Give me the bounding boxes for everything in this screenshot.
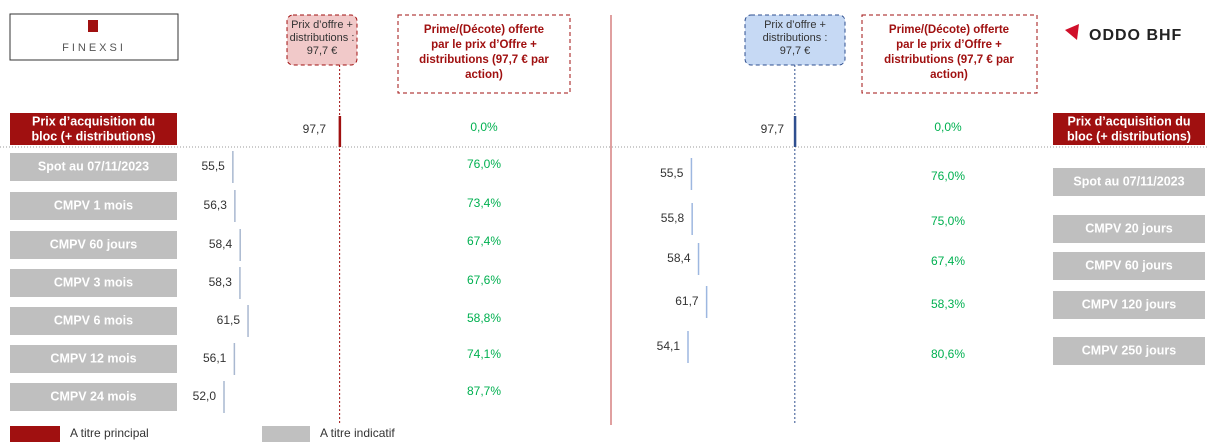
reference-label: bloc (+ distributions): [32, 129, 156, 143]
row-label-box: [10, 345, 177, 373]
row-value: 55,5: [201, 159, 225, 173]
row-label: CMPV 60 jours: [50, 237, 138, 251]
offer-box-text: distributions :: [290, 32, 355, 44]
row-label: CMPV 24 mois: [50, 389, 136, 403]
reference-label: bloc (+ distributions): [1067, 129, 1191, 143]
row-label-box: [1053, 291, 1205, 319]
offer-box-text: 97,7 €: [780, 45, 811, 57]
logo-icon-left: [88, 20, 98, 32]
reference-label: Prix d’acquisition du: [1068, 114, 1191, 128]
legend-swatch-principal: [10, 426, 60, 442]
premium-box-right: [861, 14, 1038, 94]
row-premium: 58,3%: [931, 297, 965, 311]
row-label: CMPV 6 mois: [54, 313, 133, 327]
row-value: 55,5: [660, 166, 684, 180]
row-label: CMPV 12 mois: [50, 351, 136, 365]
row-premium: 87,7%: [467, 384, 501, 398]
row-label-box: [10, 153, 177, 181]
reference-bar: [793, 116, 797, 147]
row-premium: 80,6%: [931, 347, 965, 361]
offer-box-text: Prix d’offre +: [291, 19, 353, 31]
row-premium: 76,0%: [467, 157, 501, 171]
row-label: CMPV 20 jours: [1085, 221, 1173, 235]
premium-box-text: Prime/(Décote) offerte: [889, 24, 1009, 36]
premium-box-text: distributions (97,7 € par: [884, 54, 1014, 66]
row-premium: 58,8%: [467, 311, 501, 325]
row-label: Spot au 07/11/2023: [1073, 174, 1184, 188]
legend-label: A titre indicatif: [320, 426, 395, 440]
row-label-box: [10, 307, 177, 335]
row-value: 61,5: [217, 313, 241, 327]
reference-label-box: [10, 113, 177, 145]
row-value: 58,3: [209, 275, 233, 289]
row-label-box: [1053, 252, 1205, 280]
row-label: CMPV 60 jours: [1085, 258, 1173, 272]
premium-box-text: distributions (97,7 € par: [419, 54, 549, 66]
reference-premium: 0,0%: [934, 120, 962, 134]
reference-label: Prix d’acquisition du: [32, 114, 155, 128]
row-value: 56,1: [203, 351, 227, 365]
premium-box-text: par le prix d’Offre +: [896, 39, 1002, 51]
offer-box-text: distributions :: [763, 32, 828, 44]
row-label-box: [1053, 337, 1205, 365]
logo-icon-right: [1065, 24, 1079, 40]
row-value: 55,8: [661, 211, 685, 225]
premium-box-left: [397, 14, 571, 94]
row-premium: 75,0%: [931, 214, 965, 228]
reference-label-box: [1053, 113, 1205, 145]
premium-box-text: par le prix d’Offre +: [431, 39, 537, 51]
row-label: CMPV 120 jours: [1082, 297, 1177, 311]
row-label-box: [10, 231, 177, 259]
logo-left: FINEXSI: [62, 42, 126, 54]
row-label: CMPV 3 mois: [54, 275, 133, 289]
row-premium: 67,6%: [467, 273, 501, 287]
reference-premium: 0,0%: [470, 120, 498, 134]
row-premium: 67,4%: [467, 234, 501, 248]
premium-box-text: action): [930, 69, 968, 81]
offer-box-right: [744, 14, 846, 66]
legend-label: A titre principal: [70, 426, 149, 440]
offer-box-text: Prix d’offre +: [764, 19, 826, 31]
offer-box-text: 97,7 €: [307, 45, 338, 57]
row-value: 54,1: [657, 339, 681, 353]
reference-value: 97,7: [303, 122, 327, 136]
row-value: 58,4: [667, 251, 691, 265]
offer-box-left: [286, 14, 358, 66]
row-label: CMPV 250 jours: [1082, 343, 1177, 357]
row-value: 61,7: [675, 294, 699, 308]
logo-right: ODDO BHF: [1089, 27, 1182, 44]
row-value: 56,3: [204, 198, 228, 212]
premium-box-text: Prime/(Décote) offerte: [424, 24, 544, 36]
row-label-box: [1053, 215, 1205, 243]
row-premium: 76,0%: [931, 169, 965, 183]
row-premium: 67,4%: [931, 254, 965, 268]
row-premium: 74,1%: [467, 347, 501, 361]
premium-box-text: action): [465, 69, 503, 81]
row-value: 58,4: [209, 237, 233, 251]
row-label: CMPV 1 mois: [54, 198, 133, 212]
row-label-box: [10, 383, 177, 411]
row-label-box: [10, 192, 177, 220]
row-label-box: [1053, 168, 1205, 196]
row-premium: 73,4%: [467, 196, 501, 210]
row-label-box: [10, 269, 177, 297]
row-value: 52,0: [193, 389, 217, 403]
reference-value: 97,7: [761, 122, 785, 136]
legend-swatch-indicatif: [262, 426, 310, 442]
row-label: Spot au 07/11/2023: [38, 159, 149, 173]
reference-bar: [338, 116, 342, 147]
